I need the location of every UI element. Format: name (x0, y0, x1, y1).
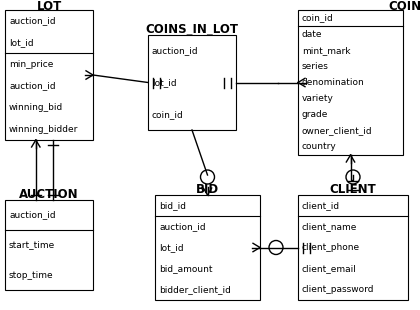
Text: CLIENT: CLIENT (330, 183, 376, 196)
Text: COINS_IN_LOT: COINS_IN_LOT (145, 23, 239, 36)
Text: auction_id: auction_id (159, 222, 206, 231)
Text: client_id: client_id (302, 201, 340, 210)
Text: auction_id: auction_id (9, 81, 55, 90)
Text: AUCTION: AUCTION (19, 188, 79, 201)
Text: lot_id: lot_id (152, 78, 177, 87)
Text: winning_bidder: winning_bidder (9, 125, 79, 134)
Text: owner_client_id: owner_client_id (302, 126, 373, 135)
Text: COIN: COIN (388, 0, 420, 13)
Text: mint_mark: mint_mark (302, 46, 351, 55)
Bar (148, 35, 236, 130)
Text: bidder_client_id: bidder_client_id (159, 285, 231, 294)
Bar (298, 10, 403, 155)
Bar (155, 195, 260, 300)
Text: coin_id: coin_id (152, 110, 184, 119)
Text: coin_id: coin_id (302, 14, 334, 23)
Text: grade: grade (302, 110, 328, 119)
Bar (5, 200, 93, 290)
Text: lot_id: lot_id (9, 38, 34, 47)
Text: client_password: client_password (302, 285, 375, 294)
Text: lot_id: lot_id (159, 243, 184, 252)
Text: winning_bid: winning_bid (9, 103, 63, 112)
Bar (298, 195, 408, 300)
Bar (5, 10, 93, 140)
Text: series: series (302, 62, 329, 71)
Text: bid_id: bid_id (159, 201, 186, 210)
Text: bid_amount: bid_amount (159, 264, 213, 273)
Text: BID: BID (196, 183, 219, 196)
Text: auction_id: auction_id (9, 210, 55, 219)
Text: client_email: client_email (302, 264, 357, 273)
Text: stop_time: stop_time (9, 271, 54, 280)
Text: start_time: start_time (9, 241, 55, 250)
Text: LOT: LOT (37, 0, 62, 13)
Text: client_name: client_name (302, 222, 357, 231)
Text: auction_id: auction_id (9, 16, 55, 25)
Text: min_price: min_price (9, 60, 53, 69)
Text: denomination: denomination (302, 78, 365, 87)
Text: client_phone: client_phone (302, 243, 360, 252)
Text: date: date (302, 30, 323, 39)
Text: country: country (302, 142, 337, 152)
Text: auction_id: auction_id (152, 46, 199, 55)
Text: variety: variety (302, 94, 334, 103)
